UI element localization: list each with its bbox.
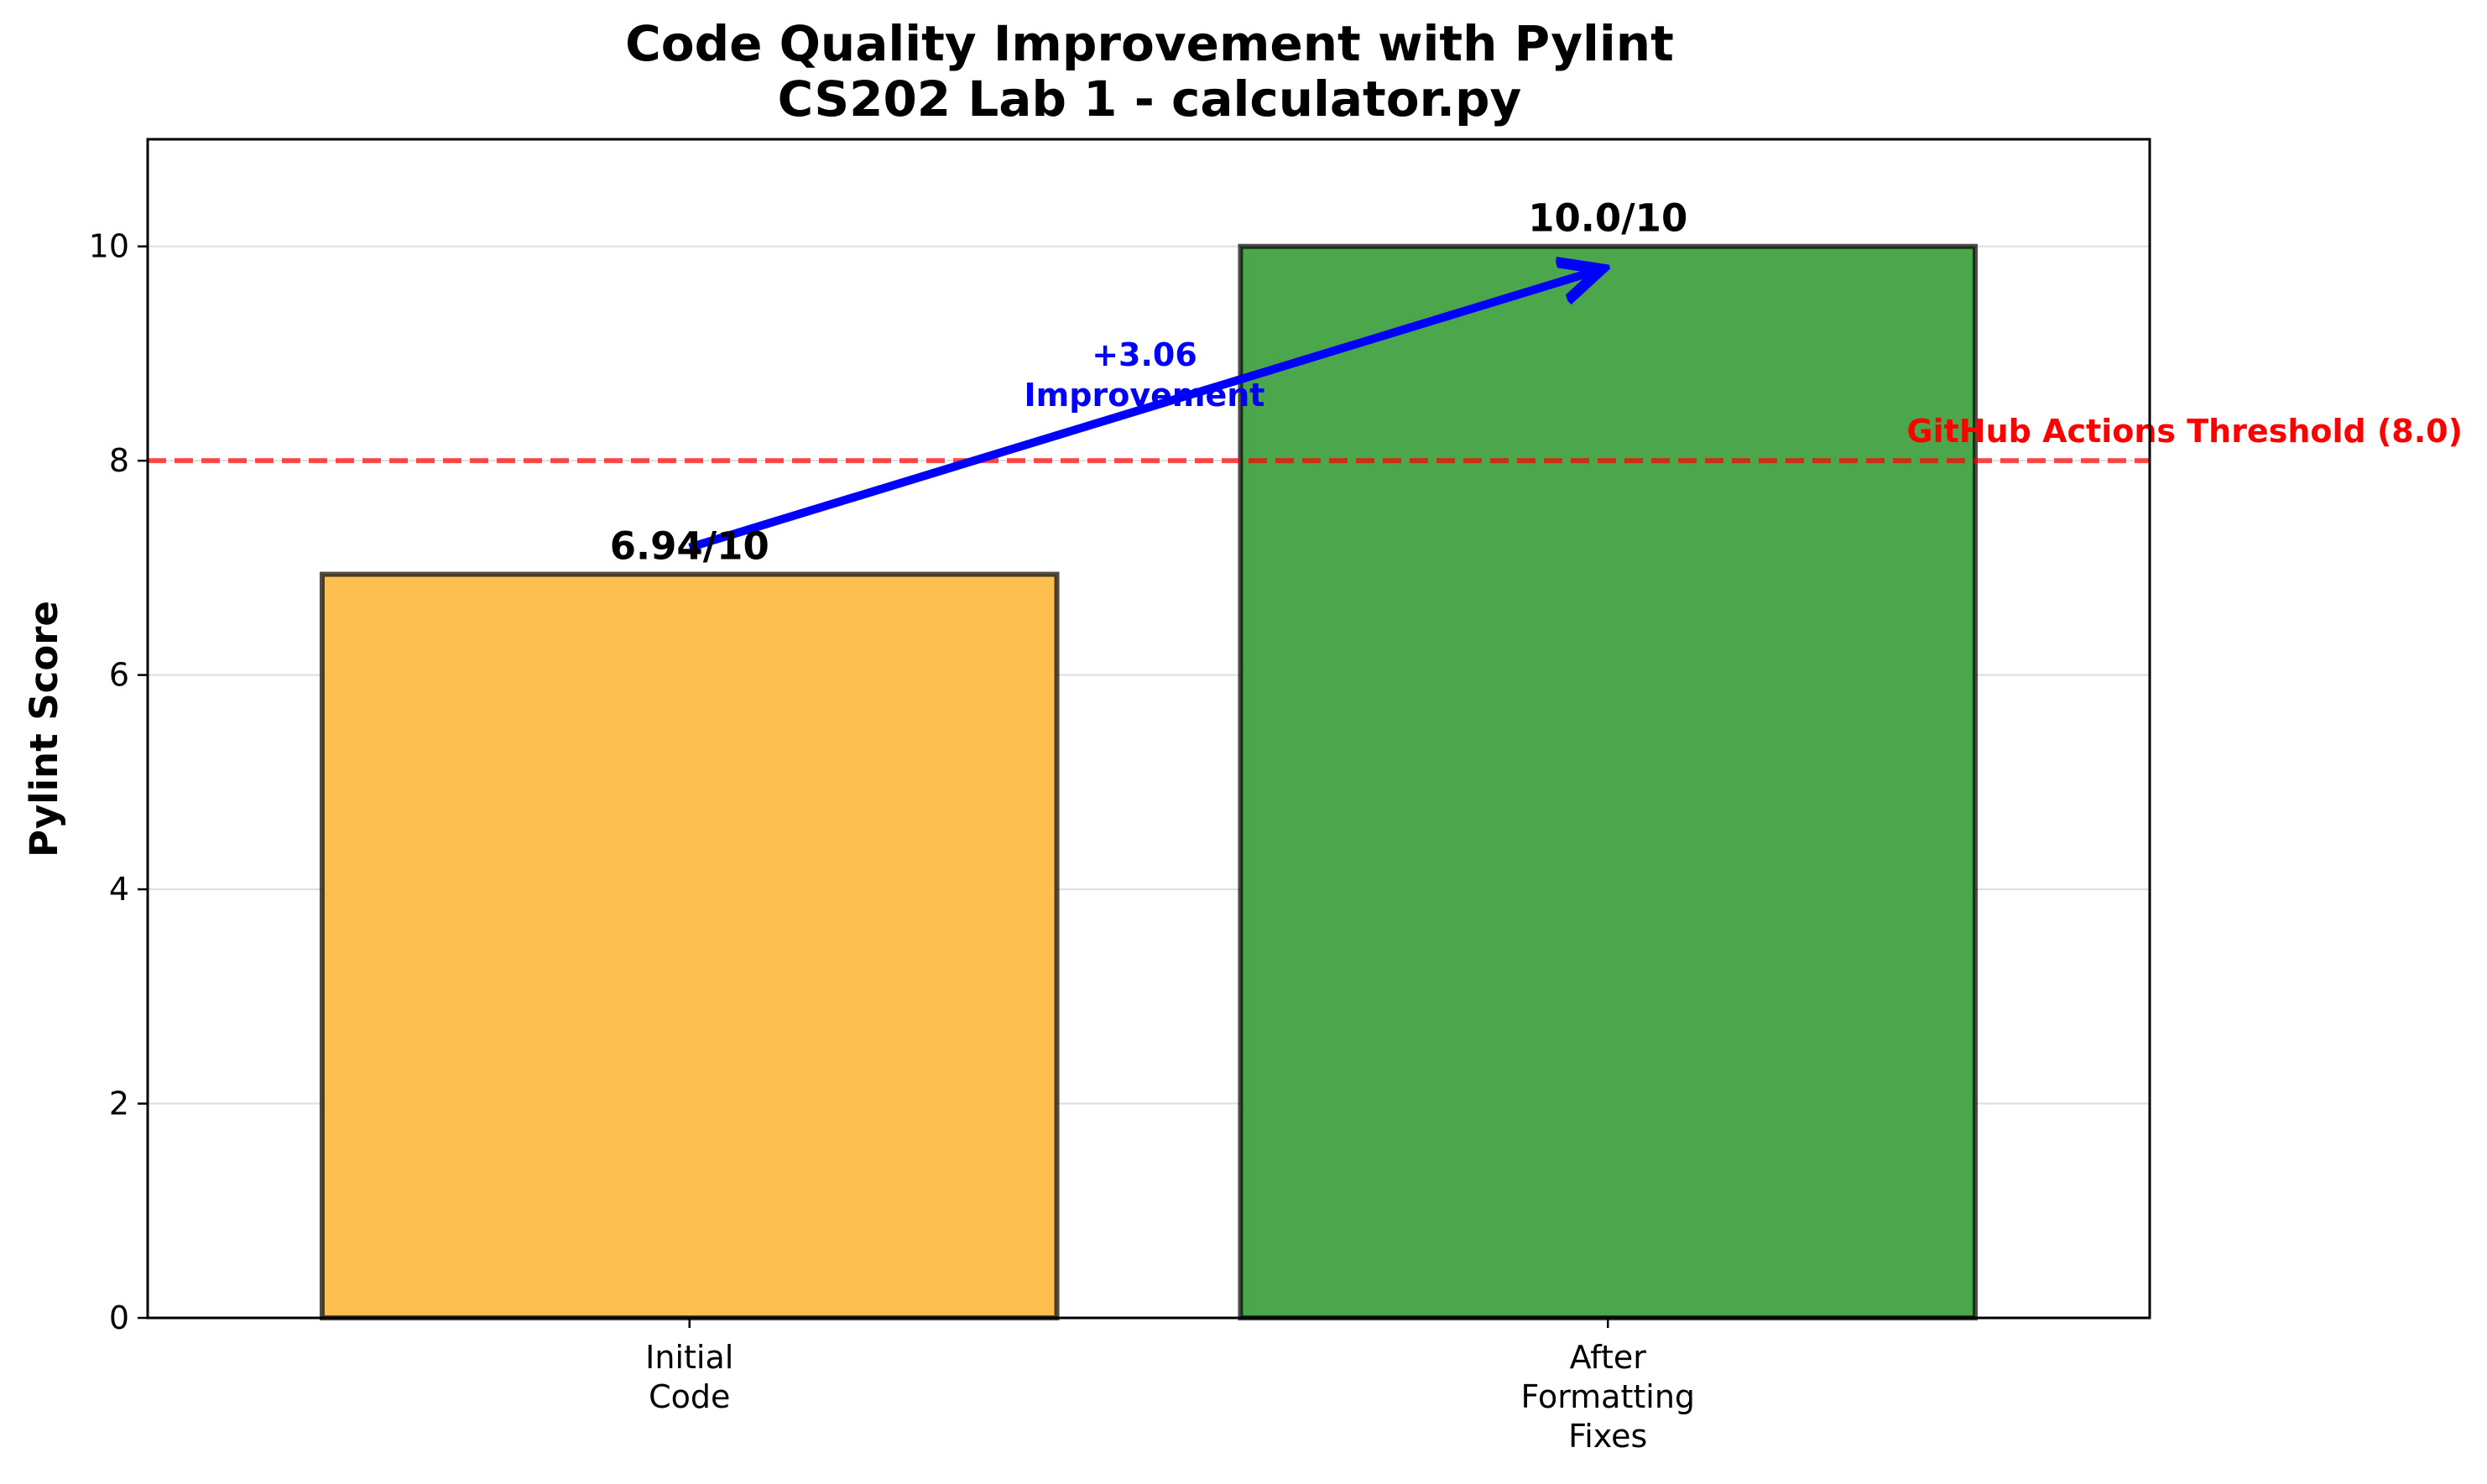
y-tick-label-5: 10 bbox=[89, 228, 129, 265]
threshold-line-group: GitHub Actions Threshold (8.0) bbox=[148, 413, 2463, 464]
threshold-label: GitHub Actions Threshold (8.0) bbox=[1906, 413, 2463, 450]
y-axis-label: Pylint Score bbox=[22, 601, 66, 857]
bars bbox=[319, 243, 1979, 1320]
x-tick-label-0-1: Code bbox=[649, 1378, 730, 1415]
x-tick-label-1-0: After bbox=[1570, 1339, 1647, 1376]
y-axis: 0 2 4 6 8 10 bbox=[89, 228, 148, 1336]
bar-value-label-1: 10.0/10 bbox=[1528, 196, 1687, 241]
improvement-label-1: Improvement bbox=[1025, 377, 1265, 414]
improvement-arrow bbox=[688, 271, 1595, 552]
chart-title: Code Quality Improvement with Pylint bbox=[625, 15, 1674, 72]
bar-0 bbox=[319, 571, 1060, 1320]
x-tick-label-1-1: Formatting bbox=[1520, 1378, 1695, 1415]
data-labels: 6.94/10 10.0/10 bbox=[610, 196, 1688, 569]
x-tick-label-1-2: Fixes bbox=[1568, 1418, 1647, 1455]
improvement-label-0: +3.06 bbox=[1092, 336, 1197, 373]
y-tick-label-0: 0 bbox=[109, 1299, 129, 1336]
x-tick-label-0-0: Initial bbox=[645, 1339, 733, 1376]
improvement-annotation: +3.06 Improvement bbox=[688, 271, 1595, 552]
plot-frame bbox=[146, 138, 2151, 1320]
y-tick-label-4: 8 bbox=[109, 442, 129, 479]
y-tick-label-3: 6 bbox=[109, 657, 129, 694]
bar-1 bbox=[1238, 243, 1979, 1320]
y-tick-label-1: 2 bbox=[109, 1086, 129, 1122]
bar-value-label-0: 6.94/10 bbox=[610, 524, 769, 569]
chart-subtitle: CS202 Lab 1 - calculator.py bbox=[778, 70, 1522, 128]
y-tick-label-2: 4 bbox=[109, 871, 129, 908]
